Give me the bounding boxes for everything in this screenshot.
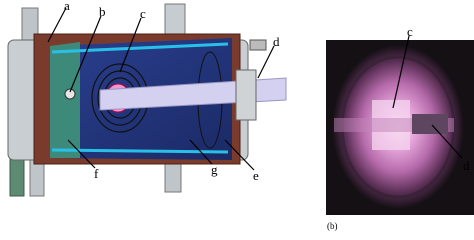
photo-label-d: d xyxy=(463,158,470,173)
label-d: d xyxy=(273,34,280,49)
cutaway-drawing xyxy=(7,3,287,197)
leader-lines xyxy=(47,7,463,171)
label-e: e xyxy=(253,168,259,183)
panel-caption: (b) xyxy=(327,221,338,231)
label-b: b xyxy=(99,4,106,19)
page: a b c d e f g c d (b) (() => { const dat… xyxy=(7,0,474,231)
plasma-photo xyxy=(326,40,474,215)
photo-label-c: c xyxy=(407,24,413,39)
label-f: f xyxy=(94,166,99,181)
label-c: c xyxy=(140,6,146,21)
figure: a b c d e f g c d (b) xyxy=(7,0,474,231)
label-a: a xyxy=(64,0,70,13)
label-g: g xyxy=(211,162,218,177)
